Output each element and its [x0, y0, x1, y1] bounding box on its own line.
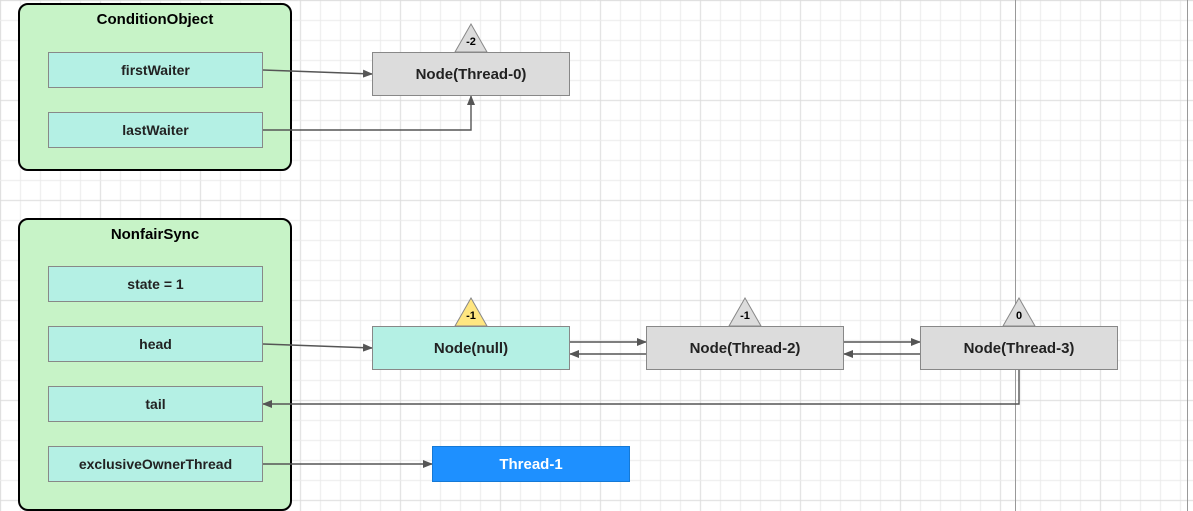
first-waiter-field: firstWaiter — [48, 52, 263, 88]
node-thread-2-node: Node(Thread-2) — [646, 326, 844, 370]
node-thread-3-triangle-label: 0 — [1002, 310, 1036, 322]
thread-1-node: Thread-1 — [432, 446, 630, 482]
vertical-divider — [1187, 0, 1188, 511]
node-null-node: Node(null) — [372, 326, 570, 370]
tail-field: tail — [48, 386, 263, 422]
node-thread-0-triangle: -2 — [454, 23, 488, 53]
node-null-triangle: -1 — [454, 297, 488, 327]
state-field: state = 1 — [48, 266, 263, 302]
excl-owner-field: exclusiveOwnerThread — [48, 446, 263, 482]
node-thread-2-triangle: -1 — [728, 297, 762, 327]
last-waiter-field: lastWaiter — [48, 112, 263, 148]
node-null-triangle-label: -1 — [454, 310, 488, 322]
node-thread-3-triangle: 0 — [1002, 297, 1036, 327]
node-thread-3-node: Node(Thread-3) — [920, 326, 1118, 370]
nonfair-sync-title: NonfairSync — [20, 226, 290, 243]
vertical-divider — [1015, 0, 1016, 511]
node-thread-2-triangle-label: -1 — [728, 310, 762, 322]
node-thread-0-triangle-label: -2 — [454, 36, 488, 48]
node-thread-0-node: Node(Thread-0) — [372, 52, 570, 96]
condition-object-title: ConditionObject — [20, 11, 290, 28]
head-field: head — [48, 326, 263, 362]
